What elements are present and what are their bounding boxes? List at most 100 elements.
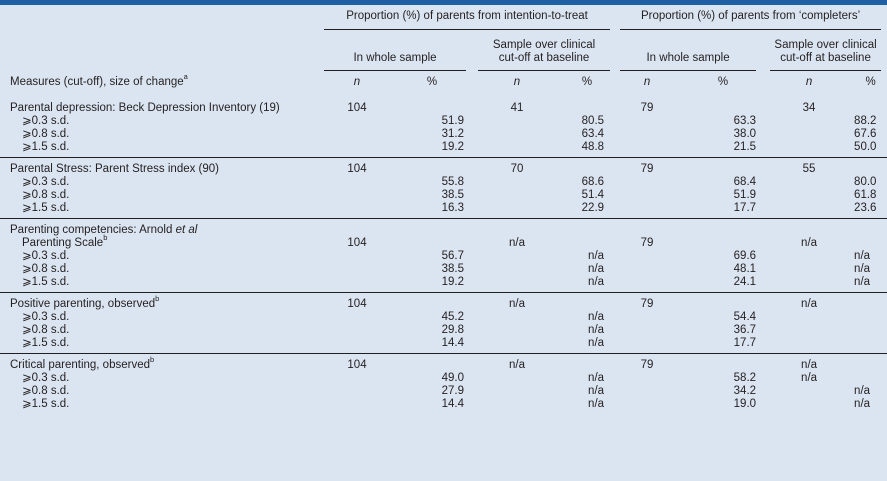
table-row: ⩾0.3 s.d. 45.2 n/a 54.4 <box>0 311 887 324</box>
percentage-value: 55.8 <box>441 176 464 188</box>
change-threshold-label: ⩾0.8 s.d. <box>22 263 70 275</box>
percentage-value: 50.0 <box>854 141 887 158</box>
percentage-value <box>854 311 887 324</box>
percentage-value: 88.2 <box>854 115 877 127</box>
sample-size-n: 79 <box>640 102 654 114</box>
change-threshold-label: ⩾1.5 s.d. <box>0 202 322 219</box>
percentage-value: 51.9 <box>733 189 757 201</box>
section-header-row-2: Parenting Scaleb 104 n/a 79 n/a <box>0 234 887 250</box>
sample-size-n: n/a <box>801 372 818 384</box>
change-threshold-label: ⩾1.5 s.d. <box>0 141 322 158</box>
percentage-value: n/a <box>588 398 605 410</box>
table-row: ⩾0.3 s.d. 49.0 n/a 58.2 n/a <box>0 372 887 385</box>
table-row: ⩾0.8 s.d. 27.9 n/a 34.2 n/a <box>0 385 887 398</box>
table-row: ⩾0.3 s.d. 51.9 80.5 63.3 88.2 <box>0 115 887 128</box>
table-row: ⩾1.5 s.d. 19.2 48.8 21.5 50.0 <box>0 141 887 158</box>
change-threshold-label: ⩾0.8 s.d. <box>22 385 70 397</box>
percentage-value: n/a <box>562 276 613 293</box>
group-header-completers: Proportion (%) of parents from ‘complete… <box>612 5 887 31</box>
percentage-value: 38.0 <box>733 128 757 140</box>
section-title-text: Critical parenting, observed <box>10 359 150 371</box>
sample-size-n: n/a <box>801 237 818 249</box>
table-row: ⩾0.8 s.d. 29.8 n/a 36.7 <box>0 324 887 337</box>
sample-size-n: 79 <box>640 298 654 310</box>
percentage-value: 80.0 <box>854 176 877 188</box>
section-header-row: Parental Stress: Parent Stress index (90… <box>0 158 887 177</box>
change-threshold-label: ⩾0.3 s.d. <box>22 372 70 384</box>
percentage-value: 69.6 <box>733 250 757 262</box>
table-row: ⩾1.5 s.d. 16.3 22.9 17.7 23.6 <box>0 202 887 219</box>
table-row: ⩾1.5 s.d. 14.4 n/a 17.7 <box>0 337 887 354</box>
percentage-value: 17.7 <box>682 337 765 354</box>
col-n: n <box>513 75 521 88</box>
sample-size-n: n/a <box>801 359 818 371</box>
percentage-value: n/a <box>588 385 605 397</box>
section-header-row: Parental depression: Beck Depression Inv… <box>0 93 887 115</box>
percentage-value <box>854 324 887 337</box>
percentage-value: 68.6 <box>581 176 605 188</box>
percentage-value: n/a <box>854 398 871 410</box>
section-header-row: Positive parenting, observedb 104 n/a 79 n/a <box>0 293 887 312</box>
change-threshold-label: ⩾1.5 s.d. <box>0 276 322 293</box>
section-title-text: Parenting competencies: Arnold <box>10 224 176 236</box>
percentage-value: 21.5 <box>682 141 765 158</box>
sample-size-n: 34 <box>802 102 816 114</box>
sample-size-n: n/a <box>801 298 818 310</box>
col-pct: % <box>865 75 876 88</box>
change-threshold-label: ⩾1.5 s.d. <box>22 398 70 410</box>
sample-size-n: 104 <box>347 237 367 249</box>
percentage-value: 48.8 <box>562 141 613 158</box>
percentage-value: 19.0 <box>733 398 757 410</box>
footnote-marker: b <box>103 233 108 243</box>
percentage-value: 19.2 <box>392 276 472 293</box>
table-row: ⩾1.5 s.d. 14.4 n/a 19.0 n/a <box>0 398 887 411</box>
percentage-value: n/a <box>854 250 871 262</box>
percentage-value: 17.7 <box>682 202 765 219</box>
percentage-value <box>854 372 887 385</box>
results-table: Proportion (%) of parents from intention… <box>0 5 887 411</box>
col-pct: % <box>717 75 729 88</box>
percentage-value: 54.4 <box>733 311 757 323</box>
table-row: ⩾1.5 s.d. 19.2 n/a 24.1 n/a <box>0 276 887 293</box>
sample-size-n: 79 <box>640 237 654 249</box>
table-row: ⩾0.8 s.d. 31.2 63.4 38.0 67.6 <box>0 128 887 141</box>
section-title: Parental Stress: Parent Stress index (90… <box>0 158 322 177</box>
section-title-italic: et al <box>175 224 198 236</box>
percentage-value: 58.2 <box>733 372 757 384</box>
change-threshold-label: ⩾0.8 s.d. <box>22 324 70 336</box>
change-threshold-label: ⩾0.3 s.d. <box>22 176 70 188</box>
percentage-value: 34.2 <box>733 385 757 397</box>
subheader-comp-whole: In whole sample <box>612 31 764 71</box>
percentage-value: 31.2 <box>441 128 464 140</box>
sample-size-n: 104 <box>347 163 367 175</box>
percentage-value: 80.5 <box>581 115 605 127</box>
percentage-value: n/a <box>588 324 605 336</box>
percentage-value <box>854 337 887 354</box>
percentage-value: 61.8 <box>854 189 877 201</box>
footnote-marker: b <box>150 355 155 365</box>
percentage-value: 45.2 <box>441 311 464 323</box>
percentage-value: 22.9 <box>562 202 613 219</box>
percentage-value: 19.2 <box>392 141 472 158</box>
sample-size-n: 79 <box>640 163 654 175</box>
change-threshold-label: ⩾0.8 s.d. <box>22 189 70 201</box>
percentage-value: n/a <box>854 385 871 397</box>
sample-size-n: n/a <box>509 237 525 249</box>
percentage-value: 48.1 <box>733 263 757 275</box>
section-header-row: Critical parenting, observedb 104 n/a 79 n/a <box>0 354 887 373</box>
percentage-value: 56.7 <box>441 250 464 262</box>
percentage-value: 29.8 <box>441 324 464 336</box>
col-n: n <box>805 75 813 88</box>
section-title: Parenting competencies: Arnold et al <box>0 219 322 238</box>
change-threshold-label: ⩾0.3 s.d. <box>22 250 70 262</box>
section-title-line2: Parenting Scaleb <box>0 234 322 250</box>
percentage-value: 16.3 <box>392 202 472 219</box>
percentage-value: 14.4 <box>392 337 472 354</box>
percentage-value: n/a <box>588 372 605 384</box>
percentage-value: 67.6 <box>854 128 877 140</box>
percentage-value: n/a <box>854 263 871 275</box>
table-row: ⩾0.3 s.d. 55.8 68.6 68.4 80.0 <box>0 176 887 189</box>
change-threshold-label: ⩾1.5 s.d. <box>0 337 322 354</box>
percentage-value: 38.5 <box>441 263 464 275</box>
